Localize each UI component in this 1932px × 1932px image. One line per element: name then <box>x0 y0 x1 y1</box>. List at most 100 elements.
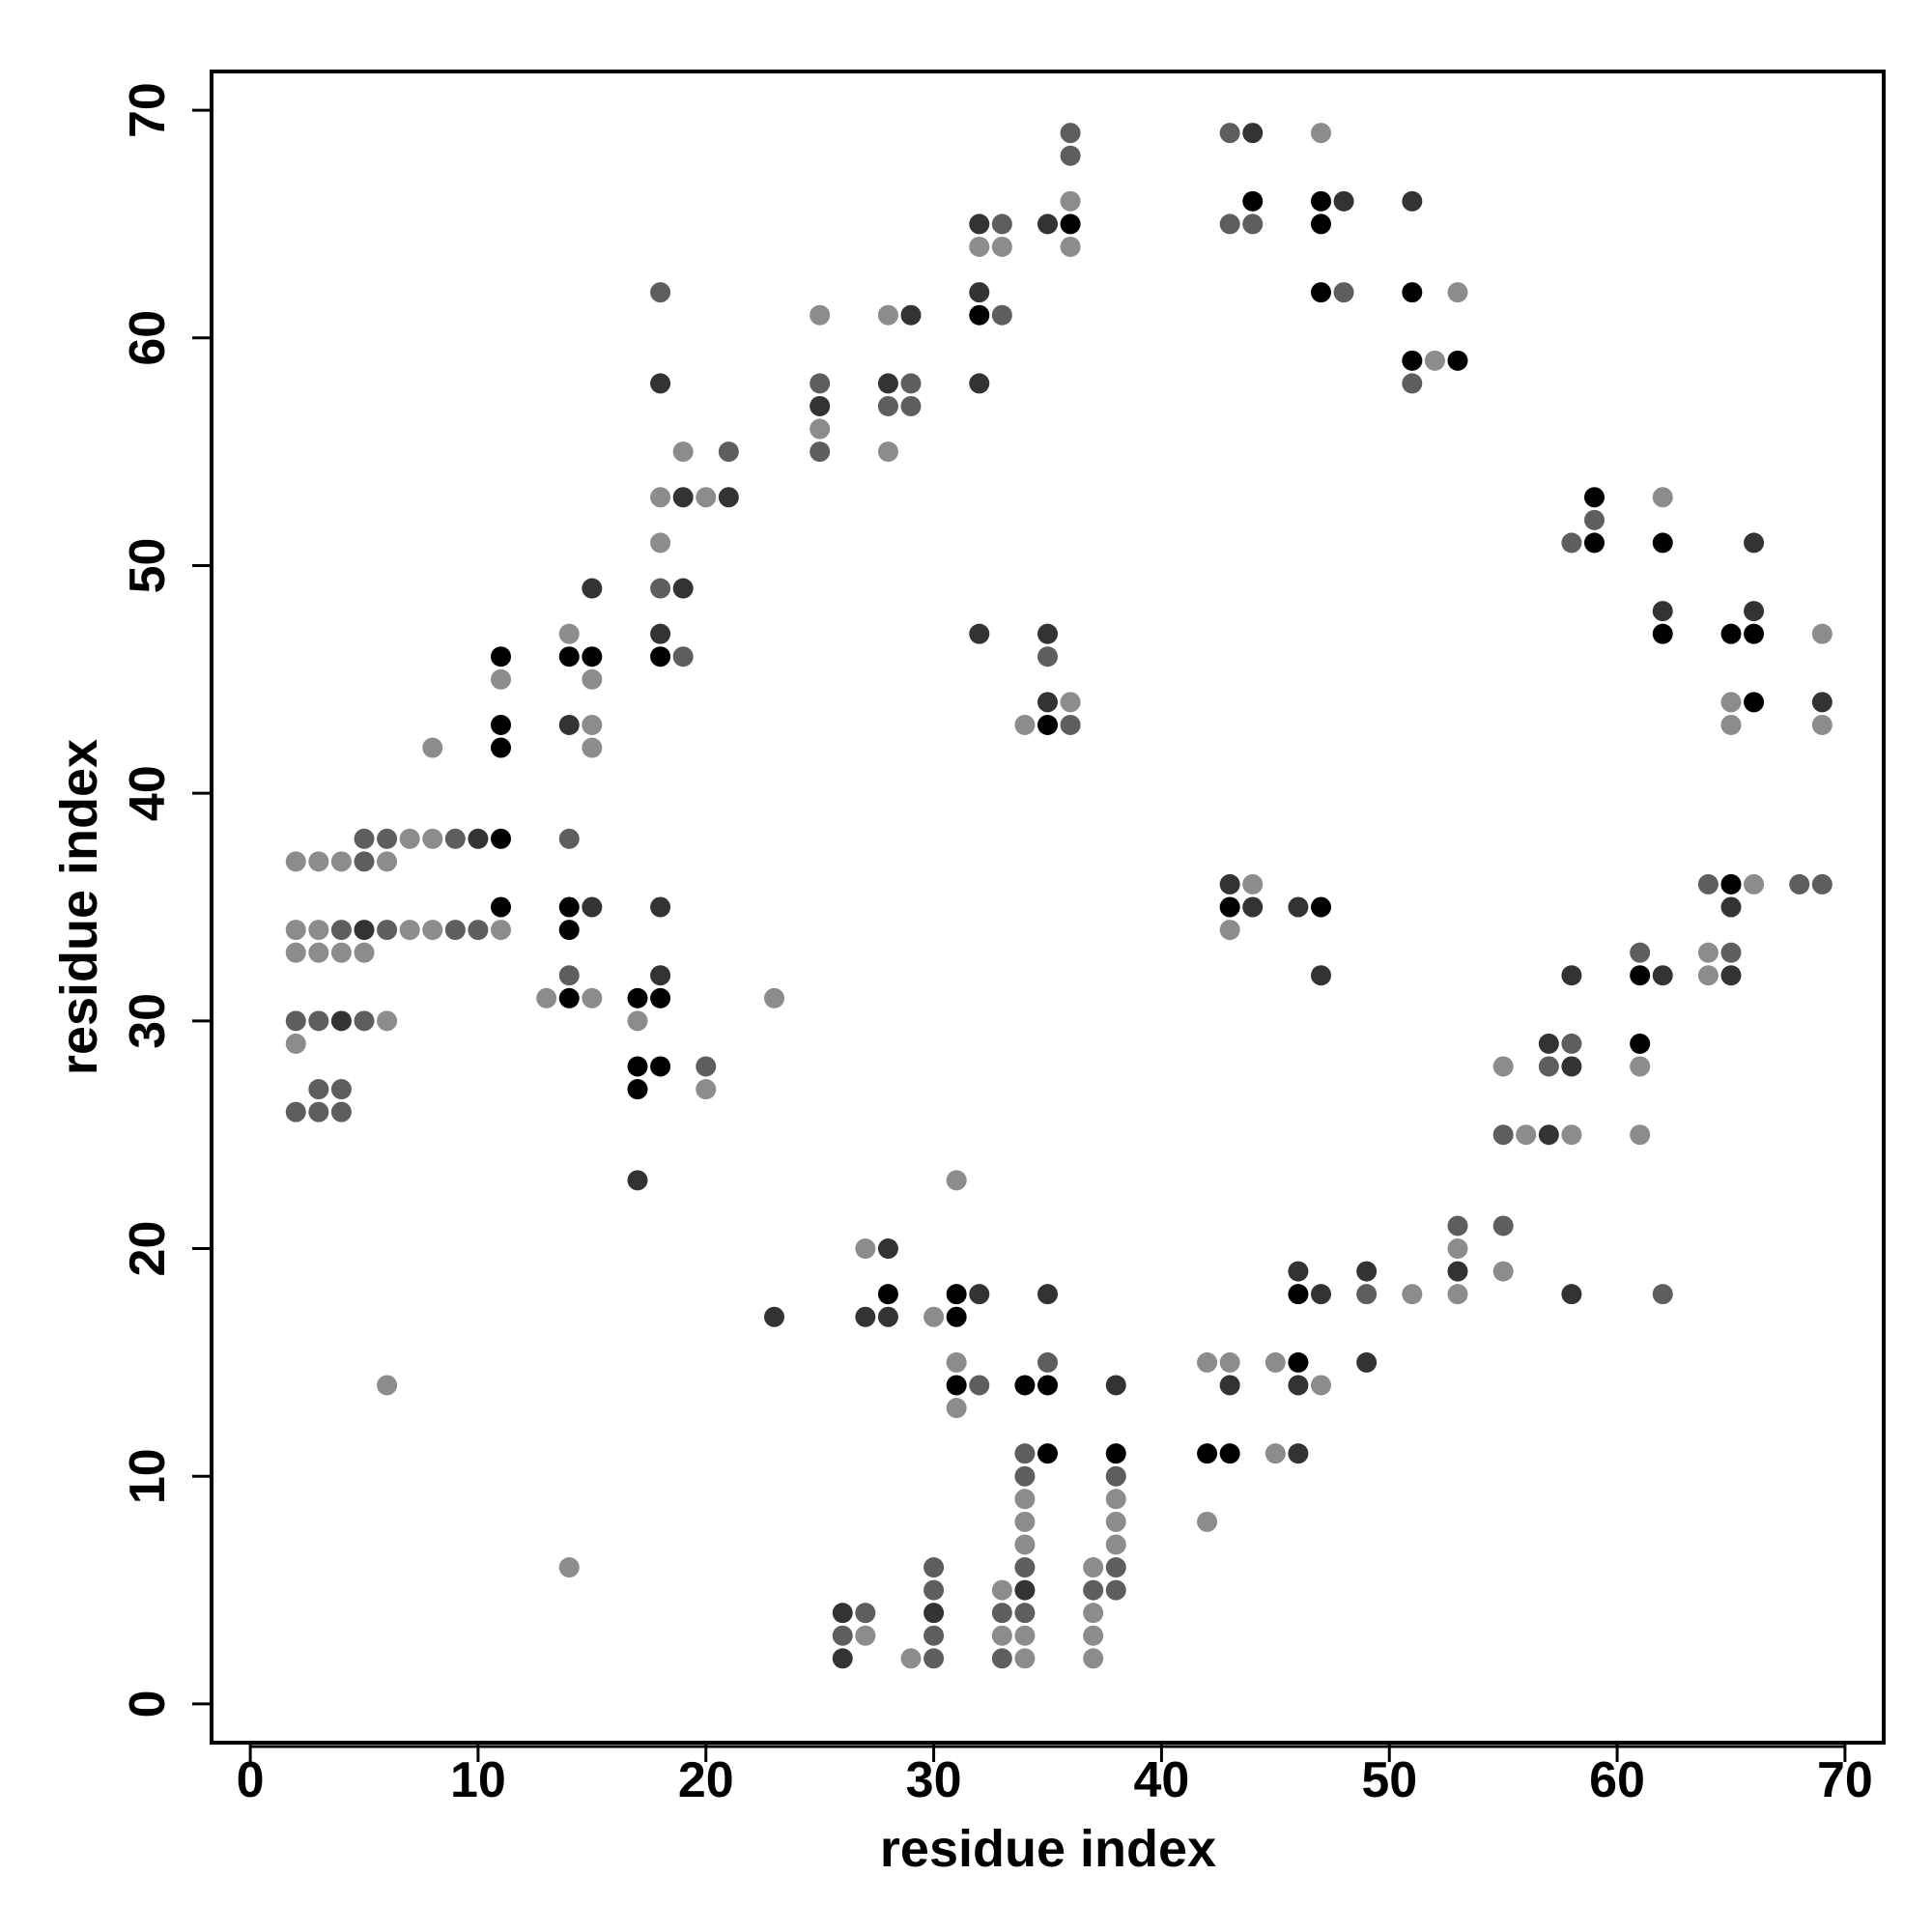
point <box>650 1056 671 1077</box>
point <box>650 987 671 1009</box>
point <box>672 578 694 599</box>
point <box>1744 873 1765 895</box>
x-tick-label: 20 <box>678 1752 734 1808</box>
point <box>1219 123 1240 144</box>
point <box>1492 1261 1514 1282</box>
point <box>1060 213 1081 235</box>
y-tick-label: 40 <box>120 765 176 821</box>
point <box>946 1351 967 1373</box>
point <box>1744 532 1765 554</box>
point <box>1288 896 1309 918</box>
point <box>1561 965 1582 986</box>
y-tick-label: 70 <box>120 82 176 138</box>
point <box>1310 213 1331 235</box>
point <box>991 236 1012 257</box>
point <box>1561 532 1582 554</box>
point <box>764 1306 785 1327</box>
point <box>422 828 443 849</box>
point <box>1697 942 1719 963</box>
point <box>1811 623 1833 644</box>
point <box>991 1625 1012 1646</box>
point <box>285 920 306 941</box>
point <box>1310 282 1331 303</box>
point <box>1219 1375 1240 1396</box>
point <box>1310 1284 1331 1305</box>
point <box>969 623 990 644</box>
point <box>1288 1284 1309 1305</box>
point <box>1219 896 1240 918</box>
point <box>468 828 489 849</box>
point <box>491 646 512 668</box>
point <box>558 828 580 849</box>
point <box>1789 873 1810 895</box>
point <box>1697 965 1719 986</box>
x-tick-label: 50 <box>1361 1752 1417 1808</box>
point <box>991 1648 1012 1669</box>
point <box>1720 896 1742 918</box>
y-tick-label: 0 <box>120 1690 176 1718</box>
point <box>627 1010 648 1032</box>
point <box>1105 1465 1126 1487</box>
point <box>900 395 922 416</box>
point <box>558 965 580 986</box>
point <box>1697 873 1719 895</box>
point <box>696 1056 717 1077</box>
point <box>1538 1033 1559 1054</box>
point <box>308 1079 329 1100</box>
y-tick-label: 30 <box>120 993 176 1049</box>
point <box>468 920 489 941</box>
point <box>1402 282 1423 303</box>
point <box>1060 692 1081 713</box>
point <box>946 1375 967 1396</box>
point <box>1288 1443 1309 1464</box>
point <box>1242 190 1264 212</box>
point <box>810 395 831 416</box>
point <box>1105 1534 1126 1555</box>
point <box>1652 965 1673 986</box>
point <box>877 1284 898 1305</box>
point <box>1561 1124 1582 1146</box>
x-tick-label: 10 <box>450 1752 506 1808</box>
point <box>946 1398 967 1419</box>
point <box>1219 213 1240 235</box>
point <box>1811 692 1833 713</box>
point <box>877 1238 898 1260</box>
point <box>991 1579 1012 1601</box>
point <box>1310 1375 1331 1396</box>
point <box>900 304 922 326</box>
point <box>1083 1625 1104 1646</box>
point <box>1561 1284 1582 1305</box>
point <box>1037 714 1058 735</box>
point <box>399 920 420 941</box>
point <box>444 920 466 941</box>
point <box>1447 282 1468 303</box>
point <box>1310 896 1331 918</box>
point <box>877 304 898 326</box>
point <box>1492 1056 1514 1077</box>
point <box>330 942 352 963</box>
x-tick-label: 70 <box>1817 1752 1873 1808</box>
point <box>1630 1033 1651 1054</box>
point <box>1197 1351 1218 1373</box>
point <box>650 646 671 668</box>
point <box>1014 1465 1036 1487</box>
point <box>650 532 671 554</box>
point <box>558 920 580 941</box>
point <box>650 282 671 303</box>
point <box>991 213 1012 235</box>
point <box>1288 1375 1309 1396</box>
point <box>1083 1648 1104 1669</box>
point <box>1744 601 1765 622</box>
point <box>1083 1579 1104 1601</box>
y-tick-label: 20 <box>120 1221 176 1277</box>
point <box>1014 1603 1036 1624</box>
point <box>1242 896 1264 918</box>
point <box>354 920 375 941</box>
point <box>1561 1033 1582 1054</box>
point <box>1264 1351 1286 1373</box>
y-tick-label: 60 <box>120 310 176 366</box>
point <box>1447 1261 1468 1282</box>
point <box>810 418 831 440</box>
point <box>1105 1443 1126 1464</box>
point <box>991 1603 1012 1624</box>
